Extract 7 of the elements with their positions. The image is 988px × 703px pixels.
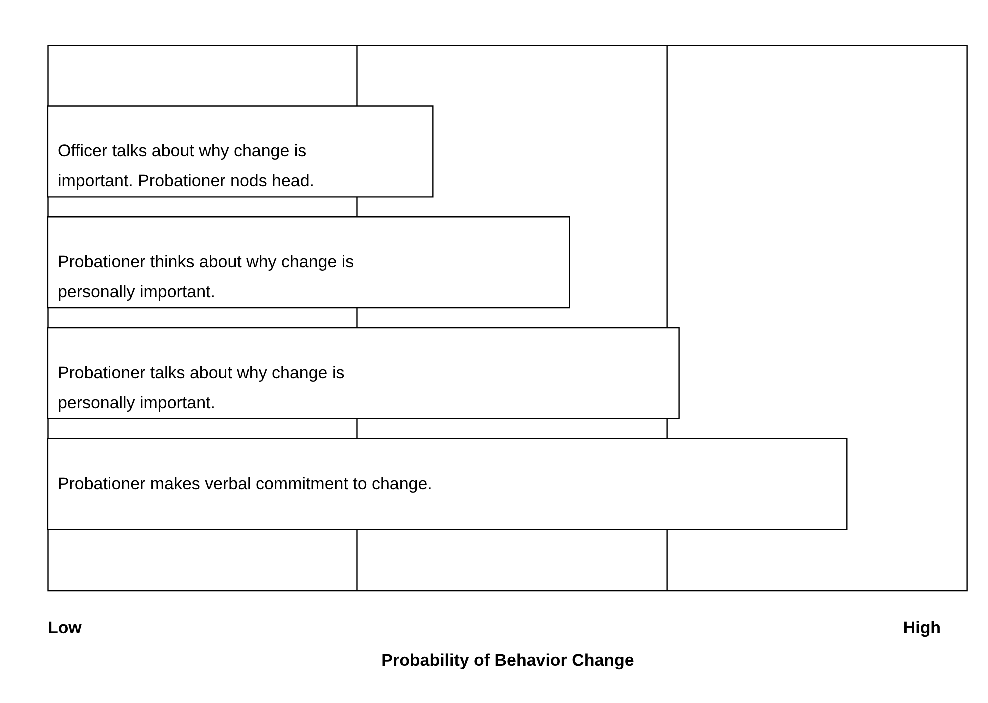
y-tick-label: Officer talks about why change is important. Probationer nods head. bbox=[58, 142, 315, 191]
y-tick-label: Probationer thinks about why change is personally important. bbox=[58, 252, 354, 302]
y-tick-label: Probationer talks about why change is personally important. bbox=[58, 363, 345, 412]
text: Low bbox=[48, 618, 83, 638]
text: High bbox=[903, 618, 942, 638]
x-axis-title: Probability of Behavior Change bbox=[382, 651, 634, 670]
y-tick-label: Probationer makes verbal commitment to change. bbox=[58, 474, 432, 494]
